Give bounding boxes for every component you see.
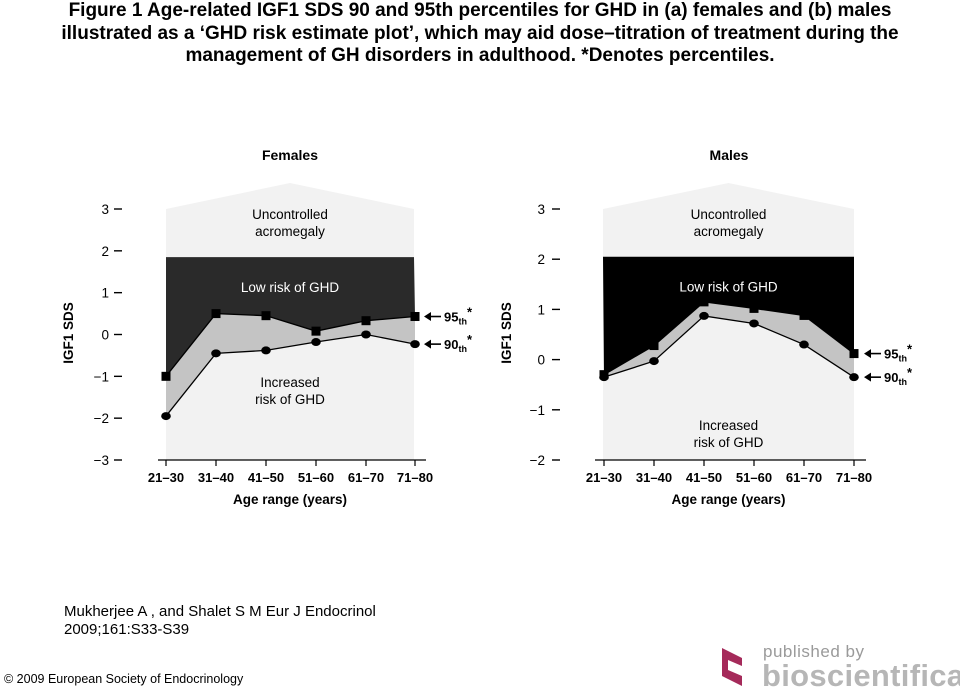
legend-label-95th: 95th* [884,342,913,364]
figure-title-line-3: management of GH disorders in adulthood.… [185,45,775,66]
x-tick-label: 21–30 [148,470,184,485]
series-95th-point [311,326,321,336]
legend-label-95th: 95th* [444,305,473,327]
series-90th-point [649,357,659,366]
legend-label-90th: 90th* [884,365,913,387]
legend-arrowhead [864,349,871,359]
series-95th-line [165,312,416,377]
copyright-notice: © 2009 European Society of Endocrinology [4,672,244,686]
publisher-small-text: published by [763,642,865,661]
zone-label-increased: Increased [699,418,758,433]
zone-label-low-risk: Low risk of GHD [241,280,340,295]
publisher-logo-block[interactable]: published by bioscientifica [708,640,960,693]
y-tick-label: 1 [537,302,545,317]
series-95th-point [749,303,759,313]
series-95th-point [849,349,859,359]
uncontrolled-zone [603,183,854,257]
figure-title-line-1: Figure 1 Age-related IGF1 SDS 90 and 95t… [68,0,892,21]
series-95th-point [161,371,171,381]
series-95th-point [361,316,371,326]
zone-label-increased: Increased [260,375,319,390]
series-90th-line [165,333,416,417]
percentile-band [604,301,854,378]
x-tick-label: 51–60 [736,470,772,485]
zone-label-low-risk: Low risk of GHD [679,280,778,295]
x-axis-label: Age range (years) [233,492,347,507]
x-tick-label: 31–40 [636,470,672,485]
series-95th-line [603,301,855,376]
chart-females: Uncontrolled acromegaly Low risk of GHD Inc… [61,147,473,507]
uncontrolled-zone [166,183,414,258]
figure-title: Figure 1 Age-related IGF1 SDS 90 and 95t… [0,0,960,68]
series-90th-point [261,346,271,355]
chart-title: Males [710,147,749,163]
series-90th-point [599,373,609,382]
y-tick-label: −3 [94,453,109,468]
y-tick-label: 1 [101,286,109,301]
y-tick-label: 2 [101,244,109,259]
series-90th-point [849,373,859,382]
y-tick-label: −2 [94,411,109,426]
zone-label-uncontrolled: Uncontrolled [252,207,328,222]
zone-label-uncontrolled: Uncontrolled [691,207,767,222]
y-tick-label: −1 [94,369,109,384]
citation-line-1: Mukherjee A , and Shalet S M Eur J Endoc… [64,603,376,620]
low-risk-zone [166,257,415,377]
series-90th-point [410,340,420,349]
citation-line-2: 2009;161:S33-S39 [64,621,190,638]
x-tick-label: 41–50 [686,470,722,485]
series-90th-point [161,412,171,421]
x-axis-label: Age range (years) [671,492,785,507]
bioscientifica-logo-icon [722,648,742,686]
y-tick-label: 3 [537,202,545,217]
x-tick-label: 71–80 [836,470,872,485]
y-axis-label: IGF1 SDS [499,302,514,364]
series-95th-point [699,297,709,307]
low-risk-zone [603,256,854,375]
series-90th-point [311,338,321,347]
series-90th-line [603,315,855,378]
legend-arrowhead [424,339,431,349]
series-95th-point [799,310,809,320]
publisher-name: bioscientifica [762,658,960,693]
chart-title: Females [262,147,318,163]
x-tick-label: 51–60 [298,470,334,485]
y-tick-label: 0 [537,353,545,368]
series-95th-point [649,341,659,351]
y-tick-label: 3 [101,202,109,217]
y-tick-label: 0 [101,328,109,343]
y-tick-label: 2 [537,252,545,267]
zone-label-acromegaly: acromegaly [694,224,764,239]
x-tick-label: 31–40 [198,470,234,485]
figure-charts: Uncontrolled acromegaly Low risk of GHD Inc… [61,147,913,507]
legend-label-90th: 90th* [444,332,473,354]
series-95th-point [211,309,221,319]
figure-title-line-2: illustrated as a ‘GHD risk estimate plot… [61,22,899,44]
series-90th-point [699,311,709,320]
legend-arrowhead [424,312,431,322]
series-95th-point [410,312,420,322]
citation: Mukherjee A , and Shalet S M Eur J Endoc… [64,603,376,639]
legend-arrowhead [864,372,871,382]
series-90th-point [799,340,809,349]
y-tick-label: −1 [530,403,545,418]
x-tick-label: 61–70 [786,470,822,485]
series-90th-point [211,349,221,358]
chart-males: Uncontrolled acromegaly Low risk of GHD Inc… [499,147,913,507]
zone-label-risk-of-ghd: risk of GHD [255,392,325,407]
y-axis-label: IGF1 SDS [61,302,76,364]
zone-label-risk-of-ghd: risk of GHD [694,435,764,450]
zone-label-acromegaly: acromegaly [255,224,325,239]
x-tick-label: 21–30 [586,470,622,485]
series-90th-point [361,330,371,339]
series-95th-point [261,311,271,321]
y-tick-label: −2 [530,453,545,468]
series-90th-point [749,319,759,328]
x-tick-label: 71–80 [397,470,433,485]
x-tick-label: 61–70 [348,470,384,485]
x-tick-label: 41–50 [248,470,284,485]
percentile-band [166,313,415,417]
